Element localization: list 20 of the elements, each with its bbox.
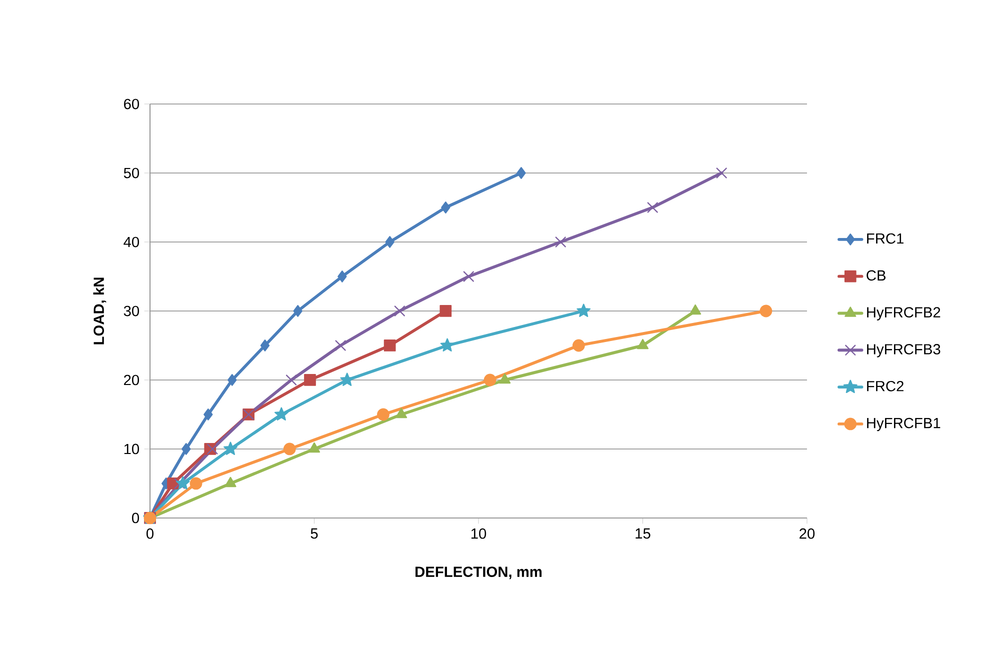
y-tick-label: 20 bbox=[124, 374, 140, 386]
y-tick-label: 50 bbox=[124, 168, 140, 178]
x-tick-label: 0 bbox=[146, 528, 154, 539]
legend-label: FRC2 bbox=[867, 380, 904, 392]
legend-label: HyFRCFB1 bbox=[867, 418, 940, 432]
y-axis-title: LOAD, kN bbox=[93, 278, 106, 344]
x-tick-label: 5 bbox=[310, 528, 318, 539]
x-tick-label: 20 bbox=[800, 528, 815, 539]
legend-label: HyFRCFB3 bbox=[867, 344, 940, 358]
y-tick-label: 40 bbox=[124, 236, 140, 248]
legend-label: HyFRCFB2 bbox=[867, 307, 940, 320]
y-tick-label: 0 bbox=[132, 512, 140, 524]
x-tick-label: 15 bbox=[636, 528, 650, 539]
legend-label: FRC1 bbox=[867, 233, 904, 244]
x-tick-label: 10 bbox=[471, 528, 486, 539]
x-axis-title: DEFLECTION, mm bbox=[416, 566, 542, 580]
y-tick-label: 30 bbox=[124, 306, 140, 316]
y-tick-label: 60 bbox=[124, 98, 140, 110]
legend-label: CB bbox=[866, 270, 886, 281]
y-tick-label: 10 bbox=[124, 444, 140, 454]
